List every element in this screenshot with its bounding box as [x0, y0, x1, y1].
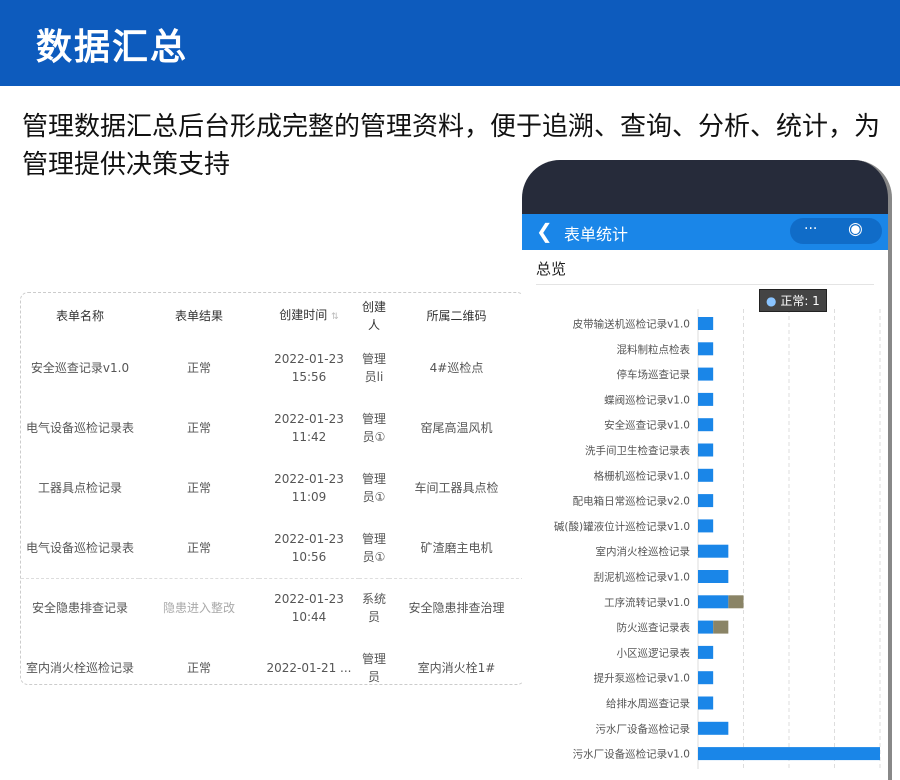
- nav-bar: ❮ 表单统计 ··· ◉: [522, 214, 888, 250]
- category-label: 提升泵巡检记录v1.0: [594, 672, 690, 685]
- category-label: 碱(酸)罐液位计巡检记录v1.0: [554, 520, 690, 533]
- bar: [698, 595, 729, 609]
- bar: [698, 570, 729, 583]
- bar: [698, 671, 714, 685]
- table-cell: 室内消火栓巡检记录: [25, 661, 134, 675]
- bar: [698, 747, 880, 761]
- bar: [698, 645, 714, 659]
- category-label: 格栅机巡检记录v1.0: [594, 469, 690, 482]
- header-result: 表单结果: [174, 308, 223, 323]
- banner-title: 数据汇总: [36, 27, 189, 68]
- table-cell: 安全隐患排查治理: [389, 577, 524, 638]
- bar: [698, 721, 729, 735]
- table-cell: 安全隐患排查记录: [21, 577, 139, 638]
- table-cell: 2022-01-23 11:42: [274, 412, 344, 444]
- bar: [698, 443, 714, 457]
- category-label: 停车场巡查记录: [617, 368, 691, 381]
- bar: [698, 544, 729, 558]
- table-cell: 电气设备巡检记录表: [25, 421, 134, 435]
- bar: [698, 418, 714, 432]
- bar: [698, 342, 714, 356]
- bar: [698, 620, 714, 634]
- sort-icon[interactable]: ⇅: [331, 311, 339, 322]
- table-cell: 2022-01-23 11:09: [274, 472, 344, 504]
- category-label: 安全巡查记录v1.0: [604, 419, 690, 432]
- table-cell: 正常: [186, 540, 211, 555]
- table-cell: 系统员: [359, 577, 389, 638]
- table-row[interactable]: 室内消火栓巡检记录 正常 2022-01-21 ... 管理员 室内消火栓1#: [21, 638, 524, 684]
- table-cell: 电气设备巡检记录表: [25, 540, 134, 555]
- bar: [713, 620, 729, 634]
- category-label: 污水厂设备巡检记录: [596, 722, 691, 735]
- tooltip-dot-icon: ●: [766, 294, 777, 308]
- bar: [698, 696, 714, 710]
- table-cell: 正常: [186, 661, 211, 675]
- table-cell: 管理员li: [361, 352, 386, 384]
- category-label: 刮泥机巡检记录v1.0: [594, 571, 690, 584]
- header-created-time[interactable]: 创建时间 ⇅: [259, 293, 359, 338]
- tooltip-text: 正常: 1: [780, 294, 820, 308]
- table-cell: 矿渣磨主电机: [420, 540, 493, 555]
- table-cell: 2022-01-23 10:56: [274, 531, 344, 564]
- bar: [728, 595, 744, 609]
- table-cell: 管理员①: [361, 412, 386, 444]
- table-cell: 室内消火栓1#: [417, 661, 496, 675]
- category-label: 混料制粒点检表: [617, 343, 691, 356]
- bar: [698, 468, 714, 482]
- phone-screen: ❮ 表单统计 ··· ◉ 总览 ● 正常: 1 皮带输送机巡检记录v1.0 混料制…: [522, 214, 888, 780]
- table-row[interactable]: 电气设备巡检记录表 正常 2022-01-23 10:56 管理员① 矿渣磨主电机: [21, 518, 524, 578]
- table-cell: 管理员①: [361, 531, 386, 564]
- header-qrcode: 所属二维码: [426, 308, 487, 323]
- section-title: 总览: [536, 250, 874, 285]
- table-cell: 2022-01-21 ...: [266, 661, 352, 675]
- more-icon[interactable]: ···: [804, 221, 818, 237]
- table-cell: 正常: [186, 481, 211, 495]
- table-row[interactable]: 工器具点检记录 正常 2022-01-23 11:09 管理员① 车间工器具点检: [21, 458, 524, 518]
- category-label: 工序流转记录v1.0: [604, 596, 690, 609]
- bar: [698, 392, 714, 406]
- category-label: 蝶阀巡检记录v1.0: [604, 393, 690, 406]
- table-row[interactable]: 安全巡查记录v1.0 正常 2022-01-23 15:56 管理员li 4#巡检点: [21, 338, 524, 398]
- table-cell: 窑尾高温风机: [420, 421, 493, 435]
- table-cell: 正常: [186, 421, 211, 435]
- records-table-card: 表单名称 表单结果 创建时间 ⇅ 创建人 所属二维码 安全巡查记录v1.0 正常 2…: [20, 292, 525, 685]
- table-cell: 2022-01-23 15:56: [274, 352, 344, 384]
- category-label: 小区巡逻记录表: [617, 646, 691, 659]
- close-target-icon[interactable]: ◉: [848, 219, 863, 239]
- bar: [698, 367, 714, 381]
- table-cell: 车间工器具点检: [414, 481, 499, 495]
- records-table: 表单名称 表单结果 创建时间 ⇅ 创建人 所属二维码 安全巡查记录v1.0 正常 2…: [21, 293, 524, 684]
- table-cell: 4#巡检点: [429, 361, 484, 375]
- category-label: 防火巡查记录表: [617, 621, 691, 634]
- table-row[interactable]: 电气设备巡检记录表 正常 2022-01-23 11:42 管理员① 窑尾高温风机: [21, 398, 524, 458]
- chart-tooltip: ● 正常: 1: [759, 289, 827, 312]
- table-cell: 管理员: [361, 652, 386, 684]
- banner: 数据汇总: [0, 0, 900, 86]
- header-form-name: 表单名称: [55, 308, 104, 323]
- category-label: 洗手间卫生检查记录表: [585, 444, 690, 457]
- bar: [698, 519, 714, 533]
- table-cell: 安全巡查记录v1.0: [30, 361, 130, 375]
- table-cell: 正常: [186, 361, 211, 375]
- bar: [698, 317, 714, 330]
- nav-title: 表单统计: [564, 225, 629, 244]
- description: 管理数据汇总后台形成完整的管理资料，便于追溯、查询、分析、统计，为管理提供决策支…: [22, 112, 881, 180]
- table-cell: 工器具点检记录: [37, 481, 122, 495]
- phone-frame: ❮ 表单统计 ··· ◉ 总览 ● 正常: 1 皮带输送机巡检记录v1.0 混料制…: [522, 160, 892, 780]
- header-created-time-label: 创建时间: [279, 307, 328, 322]
- category-label: 室内消火栓巡检记录: [596, 545, 691, 558]
- category-label: 皮带输送机巡检记录v1.0: [573, 318, 690, 331]
- category-label: 给排水周巡查记录: [606, 697, 690, 710]
- table-cell: 2022-01-23 10:44: [259, 577, 359, 638]
- chevron-left-icon[interactable]: ❮: [536, 219, 553, 243]
- capsule-menu: ··· ◉: [790, 218, 882, 244]
- table-cell: 隐患进入整改: [139, 577, 259, 638]
- table-cell: 管理员①: [361, 472, 386, 504]
- header-creator: 创建人: [361, 299, 386, 332]
- bar: [698, 494, 714, 508]
- table-row[interactable]: 安全隐患排查记录 隐患进入整改 2022-01-23 10:44 系统员 安全隐患排查治…: [21, 577, 524, 638]
- category-label: 配电箱日常巡检记录v2.0: [573, 495, 690, 508]
- category-label: 污水厂设备巡检记录v1.0: [573, 748, 690, 761]
